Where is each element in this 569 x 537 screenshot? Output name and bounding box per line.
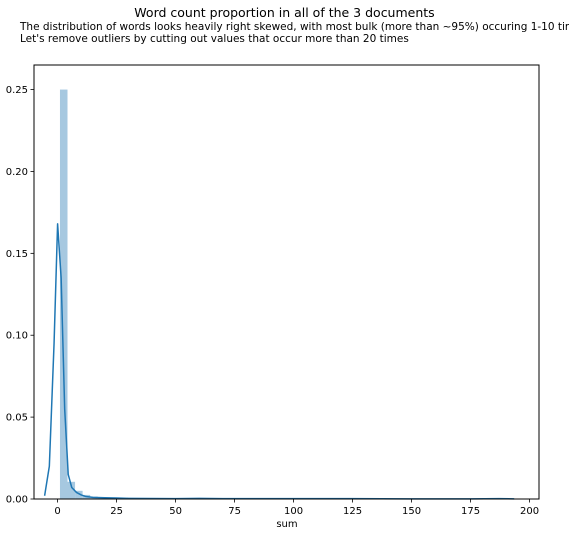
y-tick-label: 0.25 [6,85,28,96]
x-tick-label: 50 [169,506,182,517]
x-axis: 0 25 50 75 100 125 150 175 200 [54,499,539,517]
plot-frame [34,65,539,499]
kde-curve-group [45,224,515,499]
x-axis-label: sum [276,519,297,530]
y-tick-label: 0.05 [6,413,28,424]
x-tick-label: 75 [228,506,241,517]
x-tick-label: 0 [54,506,60,517]
x-tick-label: 125 [343,506,362,517]
x-tick-label: 25 [110,506,123,517]
x-tick-label: 100 [284,506,303,517]
y-tick-label: 0.15 [6,249,28,260]
x-tick-label: 200 [520,506,539,517]
y-tick-label: 0.00 [6,495,28,506]
x-tick-label: 150 [402,506,421,517]
y-tick-label: 0.20 [6,167,28,178]
y-axis: 0.00 0.05 0.10 0.15 0.20 0.25 [6,85,34,505]
y-tick-label: 0.10 [6,331,28,342]
kde-line [45,224,515,499]
x-tick-label: 175 [461,506,480,517]
histogram-bars [60,90,504,499]
